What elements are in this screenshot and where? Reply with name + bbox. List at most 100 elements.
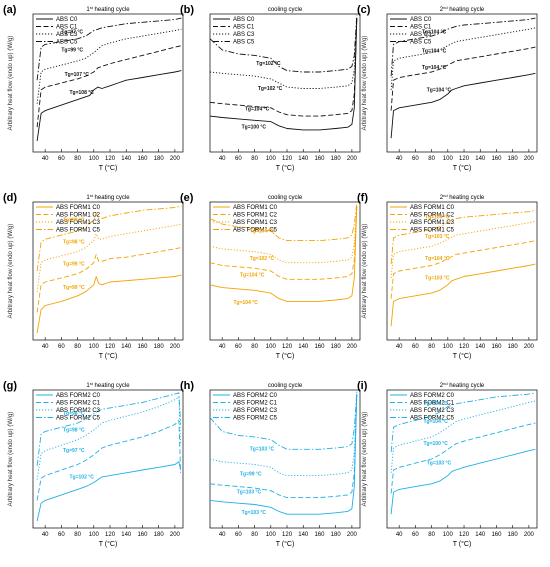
tg-annotation: Tg=97 °C bbox=[61, 29, 83, 35]
series-line-3 bbox=[209, 394, 358, 477]
series-line-4 bbox=[390, 209, 536, 265]
tg-annotation: Tg=99 °C bbox=[61, 47, 83, 53]
plot-frame bbox=[32, 13, 184, 153]
tg-annotation: Tg=104 °C bbox=[425, 215, 450, 221]
legend-entry: ABS C0 bbox=[233, 17, 255, 23]
x-tick-label: 140 bbox=[121, 532, 132, 538]
x-tick-label: 180 bbox=[331, 532, 342, 538]
x-tick-label: 40 bbox=[42, 156, 49, 162]
legend-entry: ABS FORM2 C5 bbox=[56, 416, 101, 422]
plot-frame bbox=[386, 389, 538, 529]
x-tick-label: 160 bbox=[314, 156, 325, 162]
x-tick-label: 180 bbox=[331, 344, 342, 350]
series-line-3 bbox=[209, 206, 358, 264]
x-tick-label: 100 bbox=[266, 532, 277, 538]
chart-title: 2nd heating cycle bbox=[440, 5, 485, 14]
legend-entry: ABS FORM1 C5 bbox=[410, 228, 455, 234]
x-tick-label: 160 bbox=[491, 532, 502, 538]
x-tick-label: 140 bbox=[298, 156, 309, 162]
chart-title: 1st heating cycle bbox=[86, 5, 130, 14]
x-tick-label: 120 bbox=[459, 344, 470, 350]
legend-entry: ABS C5 bbox=[410, 40, 432, 46]
series-line-3 bbox=[36, 396, 182, 480]
chart-panel-h: (h) cooling cycle 40 60 80 100 120 140 160 180 200… bbox=[180, 380, 361, 548]
panel-label: (e) bbox=[180, 192, 194, 204]
x-tick-label: 200 bbox=[524, 344, 535, 350]
x-tick-label: 60 bbox=[412, 532, 419, 538]
y-axis-label: Arbitrary heat flow (endo up) (W/g) bbox=[361, 224, 368, 319]
x-tick-label: 100 bbox=[443, 156, 454, 162]
x-axis-label: T (°C) bbox=[453, 352, 472, 360]
x-tick-label: 160 bbox=[137, 156, 148, 162]
x-tick-label: 40 bbox=[396, 156, 403, 162]
legend-entry: ABS C1 bbox=[56, 25, 78, 31]
x-tick-label: 80 bbox=[74, 344, 81, 350]
x-tick-label: 80 bbox=[74, 532, 81, 538]
legend-entry: ABS FORM1 C2 bbox=[233, 213, 278, 219]
plot-frame bbox=[209, 13, 361, 153]
series-line-2 bbox=[209, 206, 358, 280]
series-line-2 bbox=[209, 18, 358, 117]
x-tick-label: 40 bbox=[219, 344, 226, 350]
x-tick-label: 180 bbox=[331, 156, 342, 162]
y-axis-label: Arbitrary heat flow (endo up) (W/g) bbox=[7, 36, 14, 131]
tg-annotation: Tg=104 °C bbox=[423, 401, 448, 407]
x-axis-label: T (°C) bbox=[99, 540, 118, 548]
panel-label: (g) bbox=[3, 380, 17, 392]
series-line-3 bbox=[209, 18, 358, 89]
tg-annotation: Tg=104 °C bbox=[427, 87, 452, 93]
series-line-1 bbox=[390, 263, 536, 327]
legend-entry: ABS FORM1 C3 bbox=[56, 220, 101, 226]
x-tick-label: 60 bbox=[235, 532, 242, 538]
x-tick-label: 80 bbox=[251, 156, 258, 162]
tg-annotation: Tg=102 °C bbox=[256, 61, 281, 67]
legend-entry: ABS C0 bbox=[56, 17, 78, 23]
tg-annotation: Tg=99 °C bbox=[240, 472, 262, 478]
series-line-3 bbox=[36, 223, 182, 292]
x-tick-label: 100 bbox=[89, 156, 100, 162]
tg-annotation: Tg=98 °C bbox=[63, 411, 85, 417]
panel-label: (f) bbox=[357, 192, 368, 204]
legend-entry: ABS C1 bbox=[410, 25, 432, 31]
x-axis-label: T (°C) bbox=[276, 352, 295, 360]
series-line-2 bbox=[390, 46, 536, 111]
chart-panel-d: (d) 1st heating cycle 40 60 80 100 120 140 160 18… bbox=[3, 192, 184, 360]
x-tick-label: 100 bbox=[266, 156, 277, 162]
x-tick-label: 120 bbox=[105, 532, 116, 538]
x-tick-label: 180 bbox=[154, 344, 165, 350]
tg-annotation: Tg=104 °C bbox=[240, 273, 265, 279]
series-line-3 bbox=[36, 28, 182, 104]
x-tick-label: 160 bbox=[491, 344, 502, 350]
x-tick-label: 60 bbox=[58, 344, 65, 350]
tg-annotation: Tg=107 °C bbox=[65, 72, 90, 78]
x-tick-label: 140 bbox=[121, 156, 132, 162]
y-axis-label: Arbitrary heat flow (endo up) (W/g) bbox=[361, 36, 368, 131]
chart-panel-b: (b) cooling cycle 40 60 80 100 120 140 160 180 200… bbox=[180, 4, 361, 172]
legend-entry: ABS C0 bbox=[410, 17, 432, 23]
chart-title: 2nd heating cycle bbox=[440, 193, 485, 202]
x-tick-label: 40 bbox=[42, 532, 49, 538]
x-tick-label: 60 bbox=[412, 344, 419, 350]
tg-annotation: Tg=108 °C bbox=[69, 90, 94, 96]
tg-annotation: Tg=100 °C bbox=[423, 441, 448, 447]
x-tick-label: 100 bbox=[443, 532, 454, 538]
tg-annotation: Tg=103 °C bbox=[425, 275, 450, 281]
x-tick-label: 200 bbox=[347, 532, 358, 538]
legend-entry: ABS FORM1 C0 bbox=[233, 205, 278, 211]
x-tick-label: 140 bbox=[475, 156, 486, 162]
series-line-4 bbox=[36, 205, 182, 272]
x-tick-label: 120 bbox=[282, 532, 293, 538]
y-axis-label: Arbitrary heat flow (endo up) (W/g) bbox=[361, 412, 368, 507]
series-line-1 bbox=[390, 448, 536, 515]
series-line-1 bbox=[209, 206, 358, 302]
tg-annotation: Tg=97 °C bbox=[63, 448, 85, 454]
tg-annotation: Tg=103 °C bbox=[250, 447, 275, 453]
x-tick-label: 60 bbox=[58, 532, 65, 538]
panel-label: (b) bbox=[180, 4, 194, 16]
chart-panel-c: (c) 2nd heating cycle 40 60 80 100 120 140 160 18… bbox=[357, 4, 538, 172]
x-tick-label: 40 bbox=[219, 156, 226, 162]
legend-entry: ABS C3 bbox=[233, 32, 255, 38]
